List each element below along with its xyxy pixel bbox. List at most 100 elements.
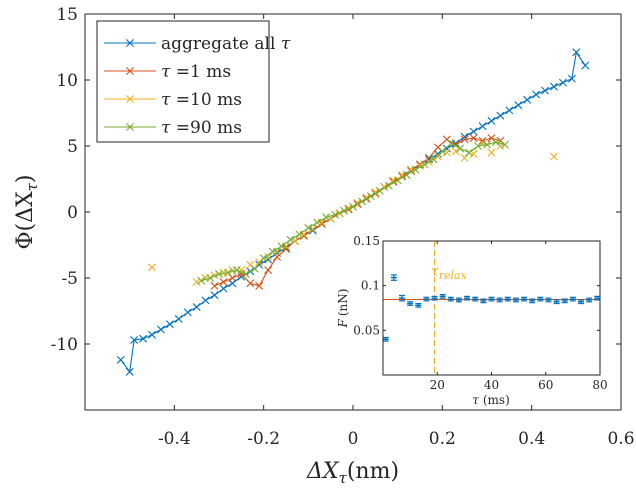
data-point-1 (228, 274, 237, 282)
inset-error-bar (398, 294, 405, 302)
data-point-3 (411, 165, 420, 174)
data-point-0 (237, 272, 246, 281)
legend-marker-3 (126, 123, 134, 131)
legend-label-text: =90 ms (170, 118, 242, 138)
inset-relax-label: τrelax (431, 264, 468, 282)
inset-y-tick-label: 0.1 (361, 279, 380, 293)
data-point-3 (322, 213, 331, 222)
legend-label-symbol: τ (161, 118, 171, 138)
inset-relax-label-subscript: relax (439, 269, 468, 282)
inset-error-bar (464, 295, 471, 301)
data-point-1 (246, 279, 255, 288)
data-point-3 (295, 230, 304, 239)
main-y-tick-label: -5 (61, 269, 78, 289)
main-tick-labels: -0.4 -0.2 0 0.2 0.4 0.6 -10 -5 0 5 10 15 (51, 5, 635, 449)
legend-label-symbol: τ (161, 62, 171, 82)
data-point-3 (268, 247, 277, 256)
inset-error-bar (447, 296, 454, 302)
inset-error-bar (553, 299, 560, 305)
data-point-2 (451, 147, 460, 156)
data-point-3 (232, 266, 241, 275)
legend-label-symbol: τ (281, 34, 291, 54)
data-point-0 (558, 78, 567, 87)
main-x-tick-label: 0.2 (429, 429, 456, 449)
data-point-3 (286, 235, 295, 244)
data-point-0 (523, 95, 532, 104)
inset-error-bar (431, 295, 438, 301)
data-point-0 (183, 308, 192, 317)
main-y-axis-label-main: Φ(ΔX (13, 191, 38, 250)
data-point-1 (255, 281, 264, 290)
data-point-2 (264, 252, 273, 261)
data-point-3 (277, 242, 286, 251)
main-y-tick-label: 5 (67, 137, 78, 157)
data-point-3 (331, 210, 340, 219)
data-point-0 (201, 296, 210, 305)
data-point-0 (496, 111, 505, 120)
inset-y-axis-label-unit: (nN) (336, 289, 350, 317)
data-point-3 (429, 155, 438, 164)
inset-axes: 20 40 60 800.050.10.15 τrelax τ (ms) F(nN) (336, 234, 608, 407)
data-point-3 (223, 268, 232, 277)
data-point-2 (344, 204, 353, 213)
inset-error-bar (561, 298, 568, 304)
legend-label-text: =1 ms (170, 62, 231, 82)
data-point-0 (174, 314, 183, 323)
main-axes-frame (84, 13, 622, 411)
legend-label-text: aggregate all (161, 34, 281, 54)
legend-marker-0 (126, 39, 134, 47)
data-point-0 (148, 330, 156, 339)
inset-error-bar (504, 296, 511, 302)
data-point-2 (550, 152, 558, 161)
data-point-3 (447, 139, 456, 148)
data-point-3 (402, 171, 411, 180)
main-x-axis-label-subscript: τ (339, 469, 348, 487)
inset-error-bar (382, 336, 389, 342)
main-x-tick-label: 0.6 (607, 429, 634, 449)
data-point-0 (219, 284, 228, 293)
data-point-1 (210, 281, 219, 290)
inset-x-tick-label: 80 (592, 378, 607, 392)
data-point-0 (478, 122, 487, 131)
inset-tick-labels: 20 40 60 80 0.05 0.1 0.15 (353, 234, 607, 392)
data-point-3 (304, 223, 313, 232)
inset-error-bar (390, 274, 397, 281)
data-point-2 (487, 148, 496, 157)
legend-label-2: τ =10 ms (161, 90, 242, 110)
legend-label-symbol: τ (161, 90, 171, 110)
inset-x-axis-label-main: τ (472, 393, 479, 407)
inset-relax-label-main: τ (431, 264, 439, 280)
data-point-3 (250, 264, 259, 273)
main-y-tick-label: 0 (67, 203, 78, 223)
data-point-3 (206, 274, 215, 282)
data-point-2 (192, 277, 201, 286)
inset-x-tick-label: 40 (484, 378, 499, 392)
data-point-0 (505, 106, 514, 115)
inset-error-bar (488, 296, 495, 302)
data-point-3 (357, 197, 366, 206)
legend-label-1: τ =1 ms (161, 62, 231, 82)
data-point-3 (340, 206, 349, 215)
inset-x-axis-label-unit: (ms) (483, 393, 510, 407)
data-point-0 (532, 90, 541, 99)
inset-error-bar (480, 298, 487, 304)
inset-error-bar (415, 302, 422, 308)
data-point-0 (567, 74, 576, 83)
inset-error-bar (407, 301, 414, 306)
data-point-3 (483, 140, 491, 149)
inset-plot-area (383, 241, 600, 375)
data-point-3 (500, 140, 509, 149)
data-point-3 (420, 160, 429, 169)
data-point-0 (442, 144, 451, 153)
main-x-tick-label: -0.2 (247, 429, 280, 449)
data-point-2 (433, 152, 442, 161)
data-point-0 (116, 355, 125, 364)
inset-error-bar (578, 299, 585, 305)
legend-label-text: =10 ms (170, 90, 242, 110)
data-point-0 (139, 334, 148, 343)
legend-label-0: aggregate all τ (161, 34, 291, 54)
data-point-0 (130, 336, 139, 345)
inset-error-bar (521, 296, 528, 302)
main-x-axis-label-unit: (nm) (347, 459, 399, 484)
data-point-0 (192, 303, 201, 312)
